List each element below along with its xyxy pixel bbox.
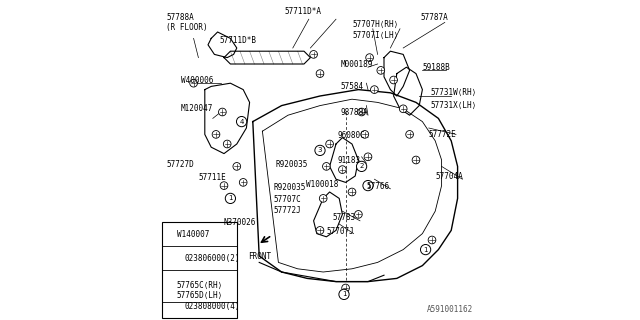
Circle shape bbox=[189, 79, 197, 87]
Circle shape bbox=[361, 131, 369, 138]
Text: 023808000(4): 023808000(4) bbox=[184, 302, 240, 311]
Text: 57765C⟨RH⟩
57765D⟨LH⟩: 57765C⟨RH⟩ 57765D⟨LH⟩ bbox=[177, 281, 223, 300]
Text: 57766: 57766 bbox=[366, 182, 390, 191]
Circle shape bbox=[164, 253, 174, 264]
Circle shape bbox=[348, 188, 356, 196]
Text: 96080C: 96080C bbox=[338, 131, 365, 140]
Text: 57711D*A: 57711D*A bbox=[285, 7, 322, 16]
Text: W400006: W400006 bbox=[181, 76, 213, 85]
Circle shape bbox=[339, 166, 346, 173]
Text: 57707H⟨RH⟩: 57707H⟨RH⟩ bbox=[352, 20, 398, 28]
Circle shape bbox=[323, 163, 330, 170]
Text: 91183: 91183 bbox=[338, 156, 361, 164]
Text: 57711E: 57711E bbox=[198, 173, 226, 182]
Text: 1: 1 bbox=[423, 247, 428, 252]
Text: R920035: R920035 bbox=[274, 183, 306, 192]
Circle shape bbox=[339, 289, 349, 300]
Text: N: N bbox=[177, 304, 182, 309]
Text: W140007: W140007 bbox=[177, 230, 209, 239]
Text: 4: 4 bbox=[239, 119, 244, 124]
Text: 57707C: 57707C bbox=[274, 195, 301, 204]
Circle shape bbox=[420, 244, 431, 255]
Circle shape bbox=[220, 182, 228, 189]
Text: 98788A: 98788A bbox=[340, 108, 369, 116]
Text: N: N bbox=[177, 256, 182, 261]
Text: M000189: M000189 bbox=[340, 60, 373, 68]
Text: 57731W⟨RH⟩: 57731W⟨RH⟩ bbox=[430, 88, 477, 97]
Text: 59188B: 59188B bbox=[422, 63, 450, 72]
Bar bbox=[161, 222, 237, 318]
Text: 57783: 57783 bbox=[333, 213, 356, 222]
Text: (R FLOOR): (R FLOOR) bbox=[166, 23, 208, 32]
Text: 57731X⟨LH⟩: 57731X⟨LH⟩ bbox=[430, 100, 477, 109]
Circle shape bbox=[164, 301, 174, 312]
Text: 3: 3 bbox=[166, 288, 171, 293]
Circle shape bbox=[342, 284, 349, 292]
Circle shape bbox=[363, 180, 373, 191]
Circle shape bbox=[212, 131, 220, 138]
Text: 1: 1 bbox=[365, 183, 371, 188]
Circle shape bbox=[175, 303, 183, 310]
Text: M120047: M120047 bbox=[181, 104, 213, 113]
Circle shape bbox=[355, 211, 362, 218]
Circle shape bbox=[356, 161, 367, 172]
Circle shape bbox=[399, 105, 407, 113]
Circle shape bbox=[358, 108, 365, 116]
Text: 2: 2 bbox=[166, 256, 171, 261]
Circle shape bbox=[225, 193, 236, 204]
Circle shape bbox=[364, 153, 372, 161]
Circle shape bbox=[316, 227, 324, 234]
Circle shape bbox=[366, 54, 374, 61]
Text: 57772E: 57772E bbox=[429, 130, 456, 139]
Text: FRONT: FRONT bbox=[248, 252, 272, 261]
Circle shape bbox=[310, 51, 317, 58]
Circle shape bbox=[239, 179, 247, 186]
Text: 1: 1 bbox=[342, 292, 346, 297]
Circle shape bbox=[164, 285, 174, 296]
Text: 2: 2 bbox=[360, 164, 364, 169]
Text: 57788A: 57788A bbox=[166, 13, 194, 22]
Circle shape bbox=[371, 86, 378, 93]
Text: A591001162: A591001162 bbox=[428, 305, 474, 314]
Circle shape bbox=[406, 131, 413, 138]
Circle shape bbox=[412, 156, 420, 164]
Text: 1: 1 bbox=[166, 232, 171, 237]
Text: 57704A: 57704A bbox=[435, 172, 463, 181]
Text: 57787A: 57787A bbox=[421, 13, 449, 22]
Text: 57707I⟨LH⟩: 57707I⟨LH⟩ bbox=[352, 31, 398, 40]
Circle shape bbox=[219, 108, 227, 116]
Text: 3: 3 bbox=[317, 148, 323, 153]
Text: 57772J: 57772J bbox=[274, 206, 301, 215]
Text: 57707J: 57707J bbox=[326, 227, 354, 236]
Circle shape bbox=[233, 163, 241, 170]
Circle shape bbox=[377, 67, 385, 74]
Text: 1: 1 bbox=[228, 196, 233, 201]
Circle shape bbox=[223, 140, 231, 148]
Circle shape bbox=[319, 195, 327, 202]
Circle shape bbox=[316, 70, 324, 77]
Text: 4: 4 bbox=[166, 304, 171, 309]
Text: 57711D*B: 57711D*B bbox=[219, 36, 256, 44]
Circle shape bbox=[315, 145, 325, 156]
Text: 57727D: 57727D bbox=[166, 160, 194, 169]
Text: W100018: W100018 bbox=[306, 180, 338, 189]
Circle shape bbox=[175, 255, 183, 262]
Circle shape bbox=[428, 236, 436, 244]
Text: N370026: N370026 bbox=[224, 218, 257, 227]
Circle shape bbox=[390, 76, 397, 84]
Circle shape bbox=[237, 116, 247, 127]
Circle shape bbox=[326, 140, 333, 148]
Text: 57584: 57584 bbox=[340, 82, 364, 91]
Circle shape bbox=[164, 229, 174, 240]
Text: R920035: R920035 bbox=[275, 160, 308, 169]
Text: 023806000(2): 023806000(2) bbox=[184, 254, 240, 263]
